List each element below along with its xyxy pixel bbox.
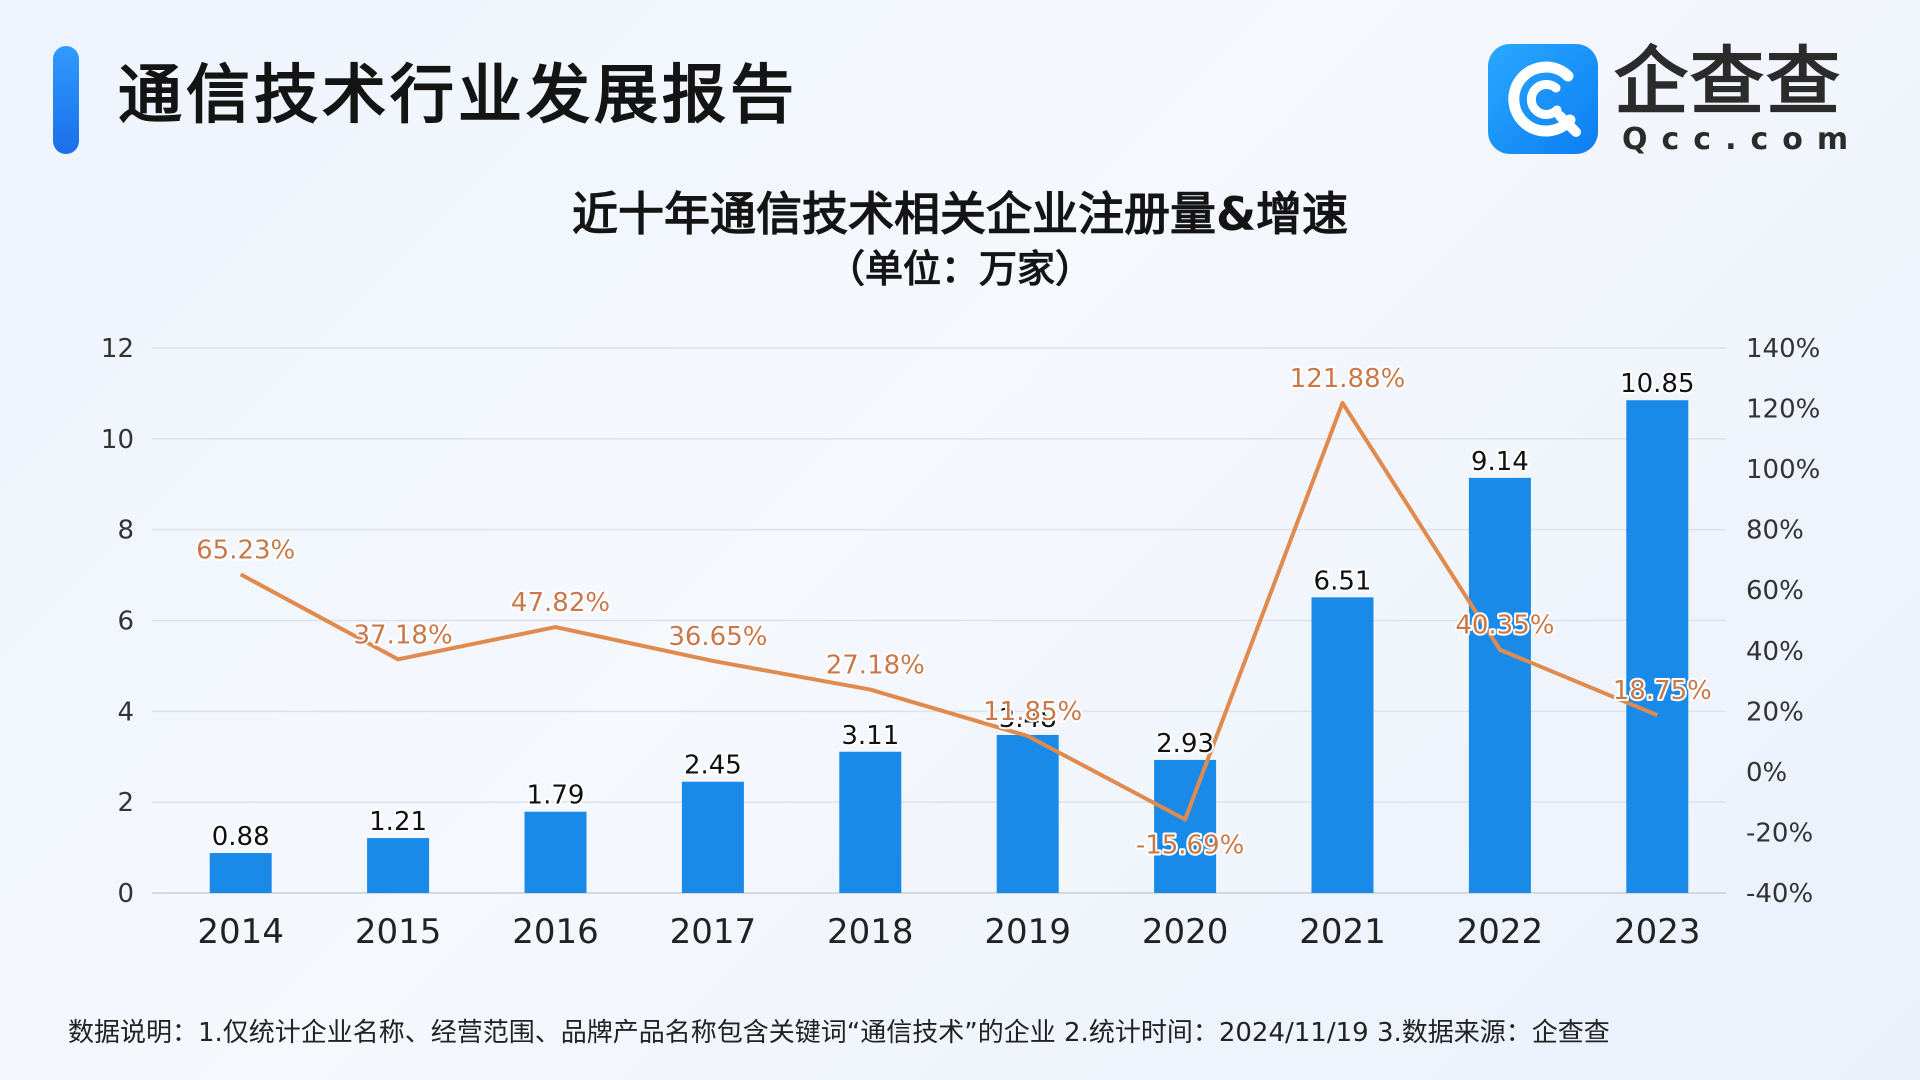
logo-text-cn: 企查查: [1614, 39, 1842, 125]
x-tick-label: 2023: [1614, 912, 1701, 952]
line-value-label: 65.23%: [196, 535, 295, 565]
data-footnote: 数据说明：1.仅统计企业名称、经营范围、品牌产品名称包含关键词“通信技术”的企业…: [68, 1018, 1610, 1048]
x-tick-label: 2016: [512, 912, 599, 952]
x-tick-label: 2019: [984, 912, 1071, 952]
x-tick-label: 2020: [1142, 912, 1229, 952]
growth-line: [239, 400, 1659, 822]
y-left-tick-label: 12: [101, 334, 134, 364]
title-accent-bar: [53, 46, 79, 154]
y-right-tick-label: 0%: [1746, 758, 1787, 788]
bar-value-label: 1.21: [369, 807, 427, 837]
bar-value-label: 3.48: [999, 704, 1057, 734]
x-tick-label: 2018: [827, 912, 914, 952]
bar: [1626, 400, 1689, 893]
bar: [1468, 477, 1531, 893]
bar-value-label: 2.45: [684, 751, 742, 781]
y-right-tick-label: 20%: [1746, 697, 1804, 727]
chart-title: 近十年通信技术相关企业注册量&增速: [571, 187, 1349, 241]
line-value-label: 36.65%: [668, 622, 767, 652]
bar-value-label: 10.85: [1620, 369, 1694, 399]
y-right-tick-label: -40%: [1746, 879, 1813, 909]
line-value-label: 11.85%: [983, 697, 1082, 727]
bar-value-label: 0.88: [212, 822, 270, 852]
y-left-tick-label: 0: [117, 879, 134, 909]
y-right-tick-label: 140%: [1746, 334, 1820, 364]
y-left-tick-label: 8: [117, 516, 134, 546]
y-left-tick-label: 2: [117, 788, 134, 818]
y-right-tick-label: 120%: [1746, 395, 1820, 425]
bar: [209, 853, 272, 893]
x-tick-label: 2014: [197, 912, 284, 952]
bar: [524, 811, 587, 893]
bar: [839, 751, 902, 893]
bar-value-label: 9.14: [1471, 447, 1529, 477]
bar-value-label: 2.93: [1156, 729, 1214, 759]
bar-value-label: 1.79: [527, 781, 585, 811]
bar: [367, 838, 430, 893]
bar: [1311, 597, 1374, 893]
chart-subtitle: （单位：万家）: [826, 247, 1093, 291]
line-value-label: 121.88%: [1290, 364, 1406, 394]
line-value-label: 40.35%: [1455, 611, 1554, 641]
bar-value-label: 3.11: [841, 721, 899, 751]
line-value-label: 18.75%: [1613, 676, 1712, 706]
line-value-label: 37.18%: [354, 620, 453, 650]
y-right-tick-label: 80%: [1746, 516, 1804, 546]
y-left-tick-label: 6: [117, 607, 134, 637]
report-title: 通信技术行业发展报告: [118, 59, 798, 133]
qcc-logo-icon: [1488, 44, 1598, 154]
y-left-tick-label: 10: [101, 425, 134, 455]
bar: [1154, 759, 1217, 893]
y-right-tick-label: 40%: [1746, 637, 1804, 667]
y-right-tick-label: -20%: [1746, 818, 1813, 848]
line-value-label: 27.18%: [826, 651, 925, 681]
line-value-label: -15.69%: [1136, 830, 1245, 860]
bar: [681, 781, 744, 893]
y-right-tick-label: 100%: [1746, 455, 1820, 485]
x-tick-label: 2017: [670, 912, 757, 952]
bar: [996, 734, 1059, 893]
x-tick-label: 2022: [1457, 912, 1544, 952]
y-right-tick-label: 60%: [1746, 576, 1804, 606]
x-tick-label: 2021: [1299, 912, 1386, 952]
bar-value-label: 6.51: [1314, 566, 1372, 596]
qcc-logo: 企查查 Qcc.com: [1488, 40, 1888, 158]
logo-text-en: Qcc.com: [1622, 122, 1863, 157]
x-tick-label: 2015: [355, 912, 442, 952]
line-value-label: 47.82%: [511, 588, 610, 618]
y-left-tick-label: 4: [117, 697, 134, 727]
